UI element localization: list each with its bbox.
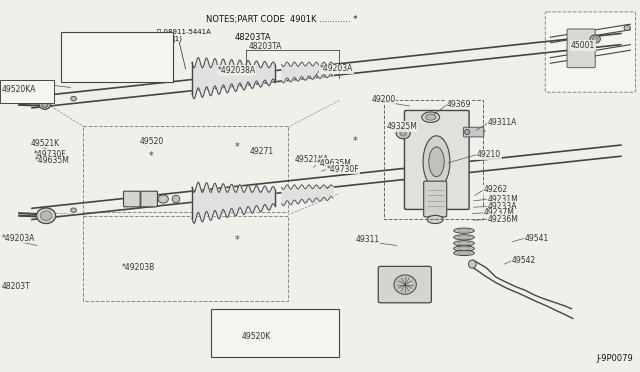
Text: ⓝ 08911-5441A: ⓝ 08911-5441A (212, 331, 266, 338)
Ellipse shape (624, 25, 630, 31)
FancyBboxPatch shape (545, 12, 636, 92)
FancyBboxPatch shape (0, 80, 54, 103)
Text: 49520K: 49520K (242, 332, 271, 341)
Ellipse shape (71, 208, 77, 212)
Text: 08921-3252A: 08921-3252A (66, 35, 113, 41)
Text: 49262: 49262 (483, 185, 508, 194)
Ellipse shape (423, 136, 450, 188)
Text: 49233A: 49233A (488, 202, 517, 211)
Text: 49236M: 49236M (488, 215, 518, 224)
Ellipse shape (42, 212, 48, 219)
Ellipse shape (465, 129, 470, 135)
Ellipse shape (458, 247, 470, 250)
Text: (1): (1) (229, 339, 239, 346)
Text: ⓝ 08911-6421A: ⓝ 08911-6421A (269, 331, 323, 338)
Ellipse shape (40, 211, 52, 221)
Text: *: * (148, 151, 154, 161)
FancyBboxPatch shape (378, 266, 431, 303)
Ellipse shape (468, 260, 476, 268)
FancyBboxPatch shape (61, 32, 173, 82)
Ellipse shape (458, 229, 470, 232)
Text: 48203T: 48203T (1, 282, 30, 291)
Text: 49271: 49271 (250, 147, 274, 156)
FancyBboxPatch shape (141, 191, 157, 207)
Text: 45001: 45001 (571, 41, 595, 50)
Text: (1): (1) (287, 339, 297, 346)
Text: 49325M: 49325M (387, 122, 417, 131)
Ellipse shape (454, 246, 474, 251)
Ellipse shape (590, 35, 600, 43)
Text: *: * (234, 142, 239, 152)
Text: *49203B: *49203B (122, 263, 155, 272)
Ellipse shape (458, 251, 470, 254)
Text: ⓝ 08911-6421A: ⓝ 08911-6421A (63, 54, 116, 61)
Text: 48203TA: 48203TA (234, 33, 271, 42)
Text: *49730F: *49730F (34, 150, 67, 159)
FancyBboxPatch shape (124, 191, 140, 207)
Ellipse shape (396, 128, 410, 139)
Ellipse shape (426, 114, 436, 120)
FancyBboxPatch shape (216, 311, 245, 328)
Text: 49541: 49541 (525, 234, 549, 243)
Ellipse shape (422, 112, 440, 122)
Text: (1): (1) (173, 36, 183, 42)
Ellipse shape (429, 147, 444, 177)
Text: 49520KA: 49520KA (1, 85, 36, 94)
Ellipse shape (454, 241, 474, 246)
Text: 49521K: 49521K (31, 139, 60, 148)
Text: 08921-3252A: 08921-3252A (256, 312, 303, 318)
Ellipse shape (458, 236, 470, 239)
Text: 49369: 49369 (447, 100, 471, 109)
Text: PIN(1): PIN(1) (266, 320, 287, 326)
FancyBboxPatch shape (567, 29, 595, 68)
Ellipse shape (172, 195, 180, 203)
Text: 49210: 49210 (477, 150, 501, 159)
Ellipse shape (458, 242, 470, 245)
Ellipse shape (42, 101, 48, 108)
FancyBboxPatch shape (424, 181, 447, 217)
Text: 49520: 49520 (140, 137, 164, 146)
FancyBboxPatch shape (463, 127, 484, 137)
Ellipse shape (394, 275, 417, 294)
Text: 49311: 49311 (355, 235, 380, 244)
Text: *49635M: *49635M (35, 156, 70, 165)
Text: 48203TA: 48203TA (248, 42, 282, 51)
Ellipse shape (454, 235, 474, 240)
Text: *49203A: *49203A (320, 64, 353, 73)
Text: *49635M: *49635M (317, 159, 351, 168)
Text: NOTES;PART CODE  4901K ............ *: NOTES;PART CODE 4901K ............ * (206, 15, 357, 24)
Text: *: * (353, 137, 358, 146)
Ellipse shape (400, 130, 406, 136)
Text: *: * (234, 235, 239, 245)
Text: *49203A: *49203A (1, 234, 35, 243)
Ellipse shape (39, 99, 51, 109)
Text: *492038A: *492038A (218, 66, 256, 75)
Text: J-9P0079: J-9P0079 (597, 354, 634, 363)
Text: *49730F: *49730F (326, 165, 359, 174)
Ellipse shape (454, 250, 474, 256)
Ellipse shape (454, 228, 474, 233)
Text: PIN(1): PIN(1) (72, 42, 93, 49)
Ellipse shape (36, 208, 56, 224)
Text: 49520KA: 49520KA (1, 80, 36, 89)
Text: 49200: 49200 (371, 95, 396, 104)
Text: 49311A: 49311A (488, 118, 517, 127)
Ellipse shape (39, 211, 51, 221)
Text: ⓝ 08911-5441A: ⓝ 08911-5441A (157, 28, 211, 35)
Ellipse shape (158, 195, 168, 203)
Text: (1): (1) (82, 62, 92, 68)
Ellipse shape (71, 96, 77, 101)
Text: 49237M: 49237M (483, 208, 514, 217)
Text: 49231M: 49231M (488, 195, 518, 203)
FancyBboxPatch shape (404, 110, 469, 209)
FancyBboxPatch shape (211, 309, 339, 357)
Text: 49542: 49542 (512, 256, 536, 265)
Ellipse shape (593, 37, 598, 42)
Ellipse shape (428, 215, 444, 224)
Text: 49521KA: 49521KA (294, 155, 329, 164)
